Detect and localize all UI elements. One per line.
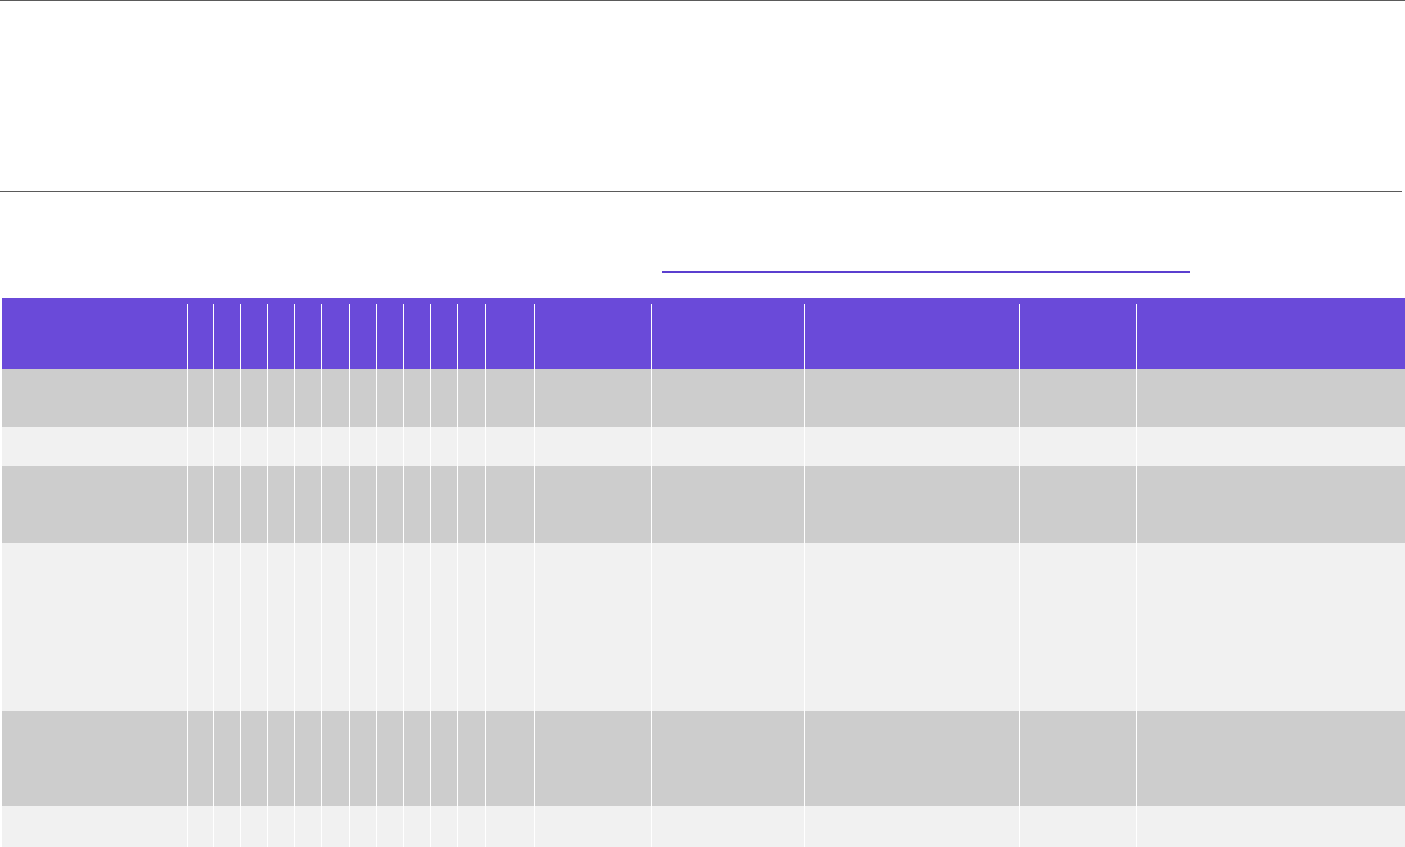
table-row — [2, 711, 1405, 806]
table — [2, 298, 1405, 847]
table-row — [2, 543, 1405, 711]
table-row — [2, 427, 1405, 466]
table-row — [2, 369, 1405, 427]
table-header — [2, 298, 1405, 369]
column-borders — [187, 304, 1137, 847]
table-row — [2, 466, 1405, 543]
table-row — [2, 806, 1405, 847]
